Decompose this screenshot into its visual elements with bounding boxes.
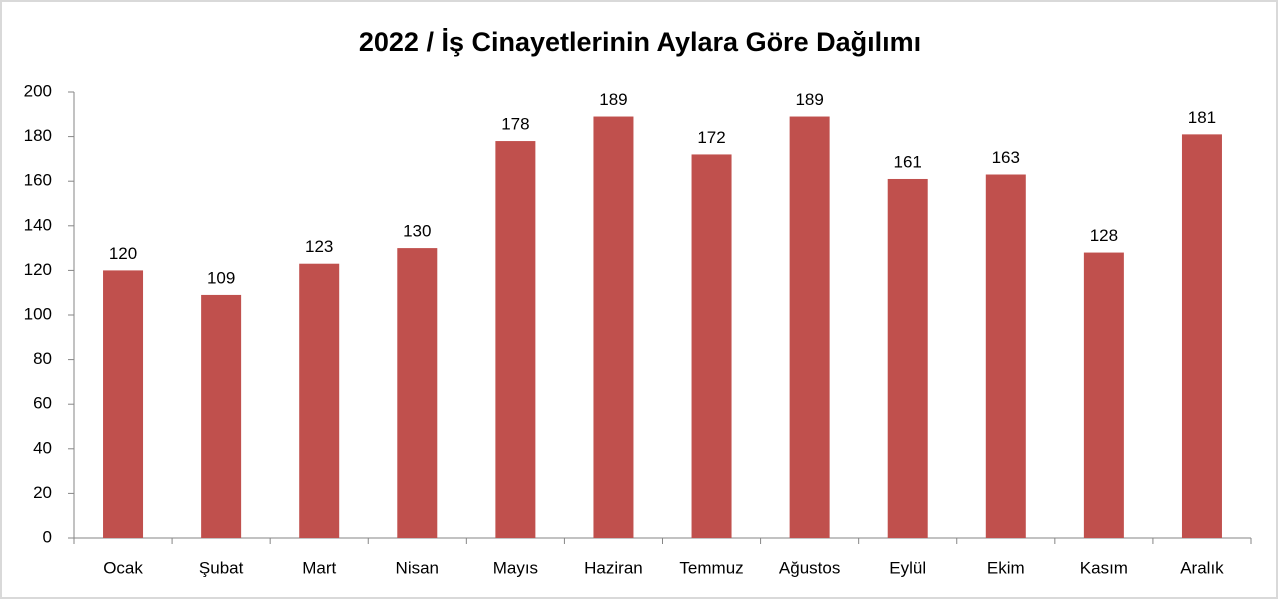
- y-tick-label: 80: [33, 349, 52, 368]
- data-label: 130: [403, 222, 431, 241]
- bar: [789, 116, 830, 538]
- y-tick-label: 20: [33, 483, 52, 502]
- bar: [1181, 134, 1222, 538]
- x-tick-label: Mart: [302, 558, 336, 577]
- data-label: 189: [599, 90, 627, 109]
- x-tick-label: Ocak: [103, 558, 143, 577]
- bar: [985, 174, 1026, 538]
- x-tick-label: Mayıs: [493, 558, 538, 577]
- bar: [1083, 252, 1124, 538]
- data-label: 123: [305, 237, 333, 256]
- bar: [887, 178, 928, 538]
- data-label: 163: [992, 148, 1020, 167]
- data-label: 128: [1090, 226, 1118, 245]
- x-tick-label: Ekim: [987, 558, 1025, 577]
- data-label: 120: [109, 244, 137, 263]
- x-tick-label: Kasım: [1080, 558, 1128, 577]
- data-label: 178: [501, 115, 529, 134]
- y-tick-label: 200: [24, 81, 52, 100]
- chart-title: 2022 / İş Cinayetlerinin Aylara Göre Dağ…: [359, 27, 921, 57]
- data-label: 189: [795, 90, 823, 109]
- data-label: 109: [207, 268, 235, 287]
- x-tick-label: Aralık: [1180, 558, 1224, 577]
- x-tick-label: Ağustos: [779, 558, 840, 577]
- bar: [593, 116, 634, 538]
- x-tick-label: Şubat: [199, 558, 244, 577]
- x-tick-label: Nisan: [396, 558, 439, 577]
- data-label: 181: [1188, 108, 1216, 127]
- bar: [495, 141, 536, 538]
- y-tick-label: 60: [33, 394, 52, 413]
- data-label: 161: [894, 152, 922, 171]
- y-tick-label: 120: [24, 260, 52, 279]
- y-tick-label: 100: [24, 304, 52, 323]
- bar: [397, 248, 438, 538]
- y-tick-label: 180: [24, 126, 52, 145]
- x-tick-label: Haziran: [584, 558, 643, 577]
- bar: [201, 294, 242, 538]
- y-tick-label: 40: [33, 438, 52, 457]
- bar: [691, 154, 732, 538]
- bar: [299, 263, 340, 538]
- data-label: 172: [697, 128, 725, 147]
- y-tick-label: 160: [24, 171, 52, 190]
- x-tick-label: Eylül: [889, 558, 926, 577]
- bar: [103, 270, 144, 538]
- y-tick-label: 140: [24, 215, 52, 234]
- x-tick-label: Temmuz: [679, 558, 743, 577]
- y-tick-label: 0: [43, 527, 52, 546]
